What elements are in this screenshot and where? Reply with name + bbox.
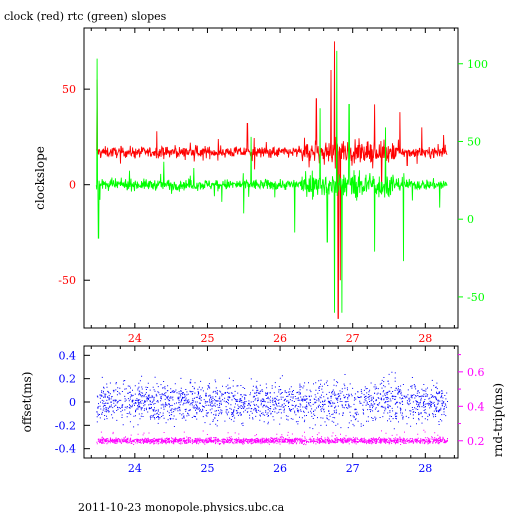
rtc-slope-series (95, 50, 448, 313)
y-tick-label: 0.2 (59, 373, 77, 386)
round-trip-points (96, 429, 448, 446)
offset-points (96, 371, 448, 430)
x-tick-label: 26 (273, 332, 287, 345)
y2-tick-label: 0.2 (467, 435, 485, 448)
chart-title: clock (red) rtc (green) slopes (4, 10, 167, 23)
y2-tick-label: 0 (467, 213, 474, 226)
slope-series-group (95, 41, 448, 319)
y2-tick-label: 0.4 (467, 400, 485, 413)
slope-panel-frame (83, 27, 459, 329)
y-tick-label: -50 (58, 274, 76, 287)
x-tick-label: 26 (273, 462, 287, 475)
y-tick-label: 0 (69, 396, 76, 409)
offset-axis-label: offset(ms) (20, 372, 34, 433)
x-tick-label: 28 (418, 462, 432, 475)
x-tick-label: 28 (418, 332, 432, 345)
offset-axes: 24 25 26 27 28 -0.4 -0.2 0 0.2 0.4 0.2 0.4 0.6 (55, 346, 485, 475)
y2-tick-label: 100 (467, 58, 488, 71)
y-tick-label: 50 (62, 83, 76, 96)
clock-slope-series (95, 41, 448, 319)
x-tick-label: 25 (200, 332, 214, 345)
x-tick-label: 27 (346, 332, 360, 345)
y2-tick-label: 0.6 (467, 366, 485, 379)
footer-caption: 2011-10-23 monopole.physics.ubc.ca (78, 501, 285, 512)
clockslope-axis-label: clockslope (33, 146, 47, 210)
y2-tick-label: -50 (467, 291, 485, 304)
y-tick-label: 0.4 (59, 349, 77, 362)
slope-axes: 24 25 26 27 28 -50 0 50 -50 0 50 100 (58, 28, 488, 345)
x-tick-label: 24 (128, 462, 142, 475)
round-trip-axis-label: rnd-trip(ms) (491, 383, 505, 457)
x-tick-label: 25 (200, 462, 214, 475)
offset-series-group (96, 371, 448, 446)
y-tick-label: -0.4 (55, 443, 76, 456)
x-tick-label: 27 (346, 462, 360, 475)
y-tick-label: -0.2 (55, 419, 76, 432)
y2-tick-label: 50 (467, 135, 481, 148)
slope-panel: 24 25 26 27 28 -50 0 50 -50 0 50 100 clockslope (33, 27, 488, 345)
offset-panel: 24 25 26 27 28 -0.4 -0.2 0 0.2 0.4 0.2 0.4 0.6 offse… (20, 345, 505, 475)
y-tick-label: 0 (69, 179, 76, 192)
x-tick-label: 24 (128, 332, 142, 345)
